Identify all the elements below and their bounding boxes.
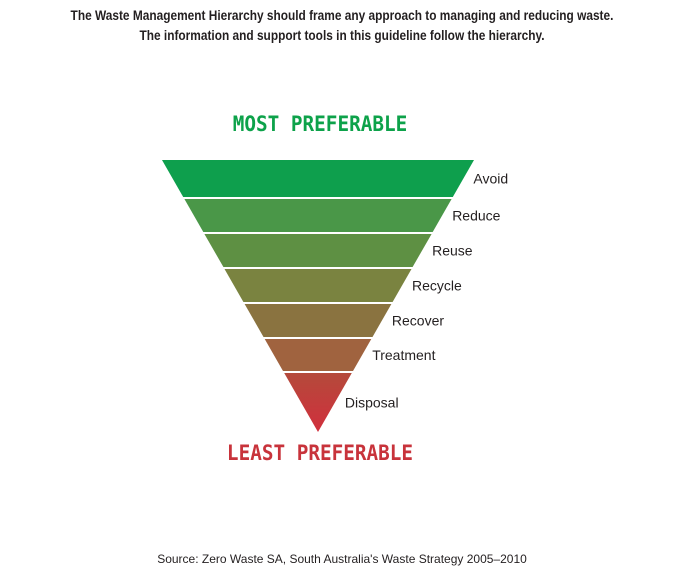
level-label-reduce: Reduce xyxy=(452,208,500,224)
band-avoid xyxy=(162,160,474,197)
band-reduce xyxy=(184,199,452,232)
band-reuse xyxy=(204,234,432,267)
most-preferable-heading: MOST PREFERABLE xyxy=(232,112,408,136)
band-recycle xyxy=(224,269,412,302)
intro-line-1: The Waste Management Hierarchy should fr… xyxy=(70,8,614,23)
band-treatment xyxy=(264,339,372,371)
band-recover xyxy=(244,304,392,337)
level-label-reuse: Reuse xyxy=(432,243,473,259)
level-label-avoid: Avoid xyxy=(473,171,508,187)
source-citation: Source: Zero Waste SA, South Australia's… xyxy=(157,552,527,566)
intro-text: The Waste Management Hierarchy should fr… xyxy=(41,6,643,46)
level-label-treatment: Treatment xyxy=(372,347,435,363)
level-label-disposal: Disposal xyxy=(345,395,399,411)
least-preferable-heading: LEAST PREFERABLE xyxy=(226,441,414,465)
intro-line-2: The information and support tools in thi… xyxy=(139,28,545,43)
band-disposal xyxy=(284,373,352,432)
level-label-recover: Recover xyxy=(392,313,444,329)
level-label-recycle: Recycle xyxy=(412,278,462,294)
